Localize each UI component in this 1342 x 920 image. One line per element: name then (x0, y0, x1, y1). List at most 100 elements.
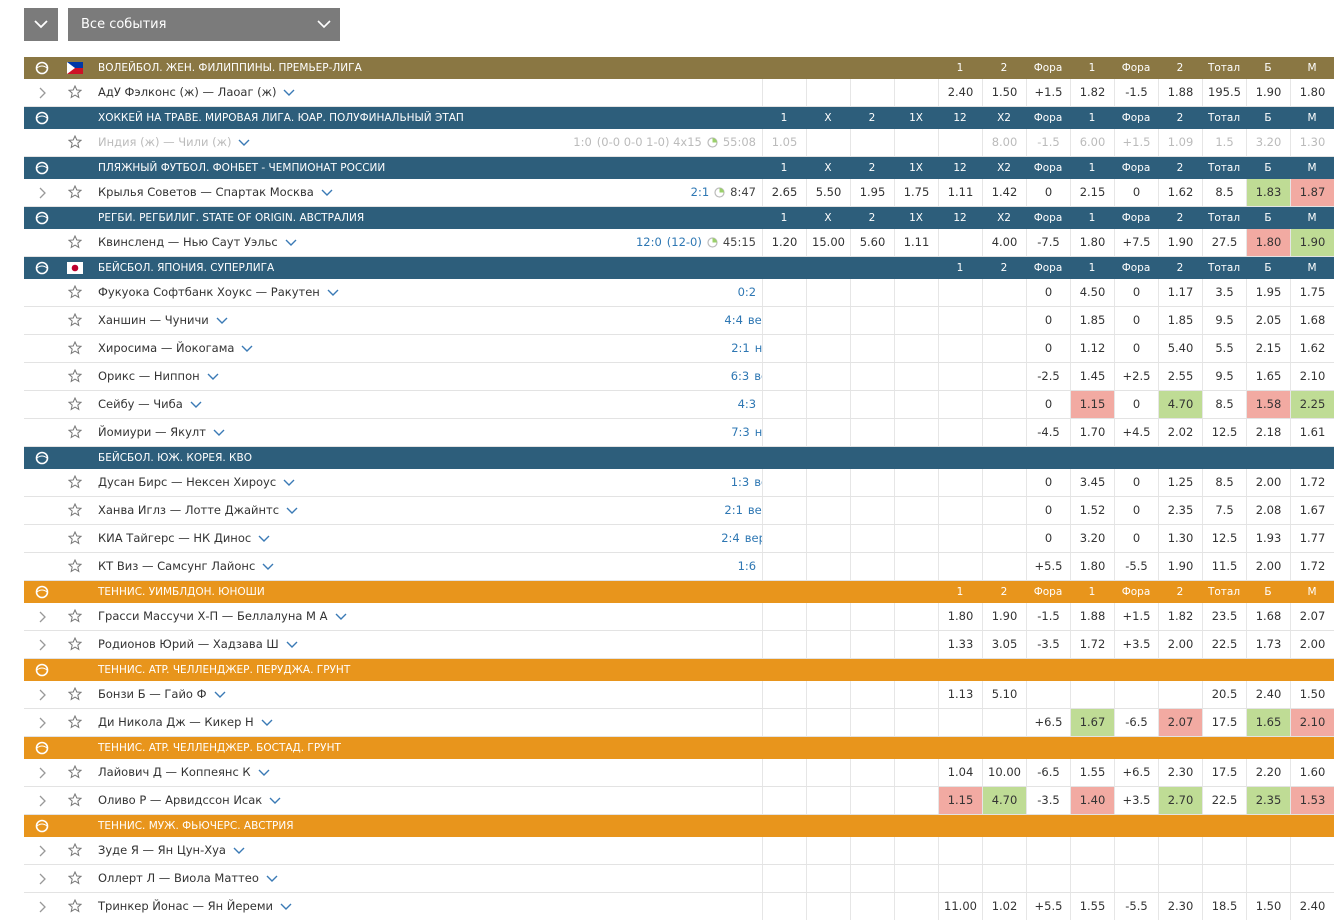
team-names-text[interactable]: Йомиури — Якулт (98, 425, 206, 439)
odds-value[interactable]: 1.82 (1079, 85, 1106, 99)
odds-cell[interactable]: 20.5 (1202, 681, 1246, 708)
odds-cell[interactable]: 0 (1026, 391, 1070, 418)
odds-value[interactable]: +7.5 (1122, 235, 1151, 249)
odds-cell[interactable]: +7.5 (1114, 229, 1158, 256)
odds-cell[interactable]: +5.5 (1026, 893, 1070, 920)
odds-value[interactable]: 1.73 (1255, 637, 1282, 651)
odds-cell[interactable]: 3.5 (1202, 279, 1246, 306)
odds-value[interactable]: 0 (1132, 503, 1141, 517)
odds-value[interactable]: 1.50 (991, 85, 1018, 99)
odds-cell[interactable]: 1.55 (1070, 893, 1114, 920)
odds-cell[interactable]: +3.5 (1114, 787, 1158, 814)
odds-value[interactable]: +1.5 (1122, 135, 1151, 149)
odds-value[interactable]: +5.5 (1034, 899, 1063, 913)
team-names-text[interactable]: Оллерт Л — Виола Маттео (98, 871, 259, 885)
odds-cell[interactable]: 1.93 (1246, 525, 1290, 552)
odds-value[interactable]: 1.68 (1255, 609, 1282, 623)
odds-cell[interactable]: 1.60 (1290, 759, 1334, 786)
team-names-text[interactable]: Квинсленд — Нью Саут Уэльс (98, 235, 278, 249)
odds-cell[interactable]: 1.90 (982, 603, 1026, 630)
odds-cell[interactable]: 1.42 (982, 179, 1026, 206)
odds-cell[interactable]: 1.85 (1158, 307, 1202, 334)
odds-value[interactable]: 1.55 (1079, 899, 1106, 913)
odds-value[interactable]: 2.07 (1299, 609, 1326, 623)
odds-cell[interactable]: 1.17 (1158, 279, 1202, 306)
team-names-text[interactable]: Индия (ж) — Чили (ж) (98, 135, 232, 149)
odds-cell[interactable]: +4.5 (1114, 419, 1158, 446)
odds-cell[interactable]: 3.20 (1246, 129, 1290, 156)
odds-cell[interactable]: 1.80 (1070, 229, 1114, 256)
odds-value[interactable]: 1.90 (991, 609, 1018, 623)
odds-value[interactable]: 8.5 (1215, 475, 1234, 489)
odds-cell[interactable]: 5.10 (982, 681, 1026, 708)
odds-value[interactable]: 3.05 (991, 637, 1018, 651)
odds-value[interactable]: 5.60 (859, 235, 886, 249)
odds-value[interactable]: +1.5 (1034, 85, 1063, 99)
odds-cell[interactable]: 1.82 (1158, 603, 1202, 630)
odds-cell[interactable]: 10.00 (982, 759, 1026, 786)
odds-cell[interactable]: 1.68 (1246, 603, 1290, 630)
odds-cell[interactable]: 15.00 (806, 229, 850, 256)
odds-value[interactable]: 17.5 (1211, 715, 1238, 729)
odds-cell[interactable]: 0 (1026, 525, 1070, 552)
odds-cell[interactable]: 2.18 (1246, 419, 1290, 446)
odds-value[interactable]: 2.35 (1167, 503, 1194, 517)
odds-cell[interactable]: -5.5 (1114, 553, 1158, 580)
odds-cell[interactable]: 0 (1114, 497, 1158, 524)
odds-value[interactable]: 12.5 (1211, 531, 1238, 545)
team-names-text[interactable]: Родионов Юрий — Хадзава Ш (98, 637, 279, 651)
team-names-text[interactable]: АдУ Фэлконс (ж) — Лаоаг (ж) (98, 85, 277, 99)
odds-value[interactable]: 0 (1044, 503, 1053, 517)
odds-value[interactable]: 2.08 (1255, 503, 1282, 517)
odds-cell[interactable]: 2.35 (1246, 787, 1290, 814)
odds-value[interactable]: 1.95 (859, 185, 886, 199)
odds-cell[interactable]: 8.5 (1202, 469, 1246, 496)
odds-value[interactable]: 8.5 (1215, 185, 1234, 199)
odds-value[interactable]: 1.30 (1299, 135, 1326, 149)
odds-value[interactable]: 1.55 (1079, 765, 1106, 779)
odds-value[interactable]: 1.87 (1299, 185, 1326, 199)
odds-cell[interactable]: 2.00 (1246, 469, 1290, 496)
odds-value[interactable]: 1.85 (1079, 313, 1106, 327)
odds-value[interactable]: 2.00 (1255, 475, 1282, 489)
odds-cell[interactable]: 0 (1114, 279, 1158, 306)
odds-value[interactable]: 0 (1132, 397, 1141, 411)
odds-cell[interactable]: 1.20 (762, 229, 806, 256)
odds-value[interactable]: 1.30 (1167, 531, 1194, 545)
odds-cell[interactable]: 1.62 (1290, 335, 1334, 362)
odds-cell[interactable]: 1.72 (1070, 631, 1114, 658)
odds-cell[interactable]: +3.5 (1114, 631, 1158, 658)
odds-cell[interactable]: 2.15 (1070, 179, 1114, 206)
odds-value[interactable]: 0 (1044, 475, 1053, 489)
odds-value[interactable]: 1.68 (1299, 313, 1326, 327)
odds-value[interactable]: 0 (1132, 185, 1141, 199)
odds-value[interactable]: 1.33 (947, 637, 974, 651)
odds-cell[interactable]: 2.25 (1290, 391, 1334, 418)
odds-cell[interactable]: +1.5 (1114, 603, 1158, 630)
odds-cell[interactable]: 2.15 (1246, 335, 1290, 362)
odds-cell[interactable]: 5.50 (806, 179, 850, 206)
odds-cell[interactable]: 1.09 (1158, 129, 1202, 156)
odds-value[interactable]: 27.5 (1211, 235, 1238, 249)
odds-cell[interactable]: 0 (1026, 279, 1070, 306)
team-names-text[interactable]: Орикс — Ниппон (98, 369, 200, 383)
odds-value[interactable]: +6.5 (1122, 765, 1151, 779)
odds-cell[interactable]: 1.02 (982, 893, 1026, 920)
odds-value[interactable]: -6.5 (1037, 765, 1060, 779)
odds-cell[interactable]: 3.20 (1070, 525, 1114, 552)
odds-value[interactable]: 1.62 (1299, 341, 1326, 355)
odds-value[interactable]: 0 (1044, 313, 1053, 327)
odds-value[interactable]: 1.52 (1079, 503, 1106, 517)
odds-value[interactable]: 1.15 (1079, 397, 1106, 411)
odds-cell[interactable]: 1.73 (1246, 631, 1290, 658)
odds-value[interactable]: 2.65 (771, 185, 798, 199)
odds-cell[interactable]: -3.5 (1026, 787, 1070, 814)
odds-value[interactable]: 2.18 (1255, 425, 1282, 439)
odds-value[interactable]: 1.04 (947, 765, 974, 779)
odds-cell[interactable]: 1.11 (894, 229, 938, 256)
odds-cell[interactable]: 1.80 (1290, 79, 1334, 106)
odds-value[interactable]: 2.00 (1255, 559, 1282, 573)
odds-value[interactable]: 0 (1132, 313, 1141, 327)
odds-cell[interactable]: 5.40 (1158, 335, 1202, 362)
odds-value[interactable]: +4.5 (1122, 425, 1151, 439)
